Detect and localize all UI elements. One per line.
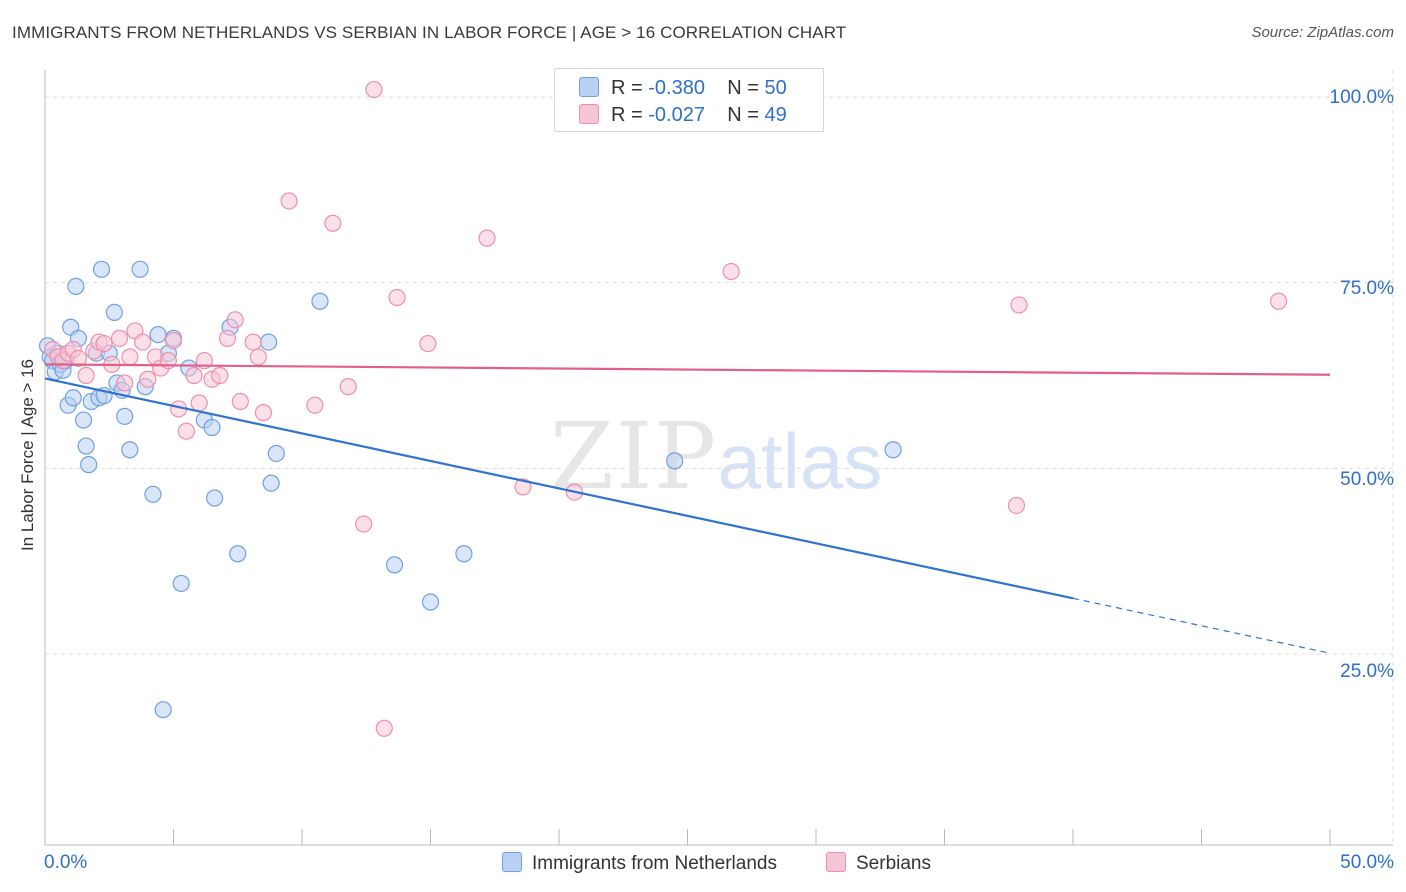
legend-n-value: 49 [764,104,787,126]
point-netherlands [144,485,162,503]
data-points [38,80,1288,737]
chart-title: IMMIGRANTS FROM NETHERLANDS VS SERBIAN I… [12,23,847,42]
point-netherlands [455,545,473,563]
trend-line-serbians [44,363,1331,376]
point-serbians [1269,292,1288,310]
legend-r-value: -0.027 [648,104,705,126]
legend-n-value: 50 [764,77,787,99]
point-serbians [231,392,249,411]
point-serbians [419,334,437,353]
trend-line-netherlands-extension [1072,597,1331,654]
point-netherlands [154,701,172,719]
point-netherlands [74,411,93,429]
point-netherlands [67,277,85,295]
legend-item-serbians[interactable]: Serbians [826,852,931,875]
legend-swatch-serbians [579,104,599,124]
point-serbians [388,288,406,307]
point-serbians [95,334,113,353]
legend-r-value: -0.380 [648,77,705,99]
point-netherlands [666,452,684,470]
x-tick-label-min: 0.0% [44,852,88,873]
legend-swatch-netherlands [502,852,522,872]
point-serbians [355,515,373,533]
y-tick-label-100: 100.0% [1329,87,1394,108]
y-tick-label-75: 75.0% [1340,278,1394,299]
legend-row-netherlands: R = -0.380 N = 50 [579,77,787,99]
y-tick-label-50: 50.0% [1340,469,1394,490]
legend-n-label: N = [727,104,765,126]
point-serbians [218,329,237,347]
point-netherlands [64,389,82,407]
point-netherlands [172,574,190,593]
point-serbians [164,331,183,350]
point-serbians [139,370,157,388]
point-serbians [365,80,383,99]
point-netherlands [229,545,247,563]
point-netherlands [77,437,95,455]
legend-label-netherlands: Immigrants from Netherlands [532,853,777,874]
axes [44,70,1393,846]
legend-r-label: R = [611,104,649,126]
point-serbians [306,396,324,414]
watermark-atlas: atlas [718,417,883,505]
legend-swatch-serbians [826,852,846,872]
point-netherlands [884,441,902,459]
point-serbians [185,366,203,385]
trend-line-netherlands [44,377,1074,600]
point-netherlands [92,260,111,278]
point-netherlands [311,292,329,310]
legend-r-label: R = [611,77,649,99]
point-netherlands [267,444,285,463]
grid-lines [45,70,1394,845]
point-serbians [514,478,532,496]
point-netherlands [105,303,123,321]
point-serbians [249,348,267,366]
point-serbians [226,311,244,329]
point-serbians [254,404,273,422]
point-serbians [134,333,152,351]
point-netherlands [203,418,221,437]
y-tick-label-25: 25.0% [1340,661,1394,682]
point-netherlands [259,333,278,351]
point-serbians [244,333,262,351]
point-serbians [211,366,229,385]
trend-lines [44,363,1331,654]
legend-swatch-netherlands [579,77,599,97]
point-serbians [375,719,393,737]
point-netherlands [149,326,167,344]
point-serbians [110,329,129,347]
point-serbians [190,394,208,412]
legend-n-label: N = [727,77,765,99]
source-credit: Source: ZipAtlas.com [1251,24,1394,41]
point-netherlands [121,441,139,459]
point-serbians [324,214,342,232]
point-serbians [280,192,298,210]
point-netherlands [131,260,149,278]
point-netherlands [80,456,98,474]
point-netherlands [385,556,404,574]
point-serbians [1007,496,1026,515]
legend-row-serbians: R = -0.027 N = 49 [579,104,787,126]
point-netherlands [116,407,134,425]
point-serbians [339,378,357,396]
point-serbians [77,366,95,385]
point-serbians [69,349,88,368]
point-netherlands [262,474,280,492]
stats-legend: R = -0.380 N = 50 R = -0.027 N = 49 [554,68,824,132]
point-serbians [177,422,195,440]
watermark: ZIP atlas [550,403,882,510]
point-serbians [116,374,134,392]
point-serbians [478,229,496,247]
point-netherlands [206,489,224,507]
legend-item-netherlands[interactable]: Immigrants from Netherlands [502,852,777,875]
point-serbians [1010,296,1028,314]
point-netherlands [421,593,440,611]
x-tick-label-max: 50.0% [1340,852,1394,873]
legend-label-serbians: Serbians [856,853,931,874]
point-serbians [722,262,740,281]
point-serbians [121,348,139,366]
